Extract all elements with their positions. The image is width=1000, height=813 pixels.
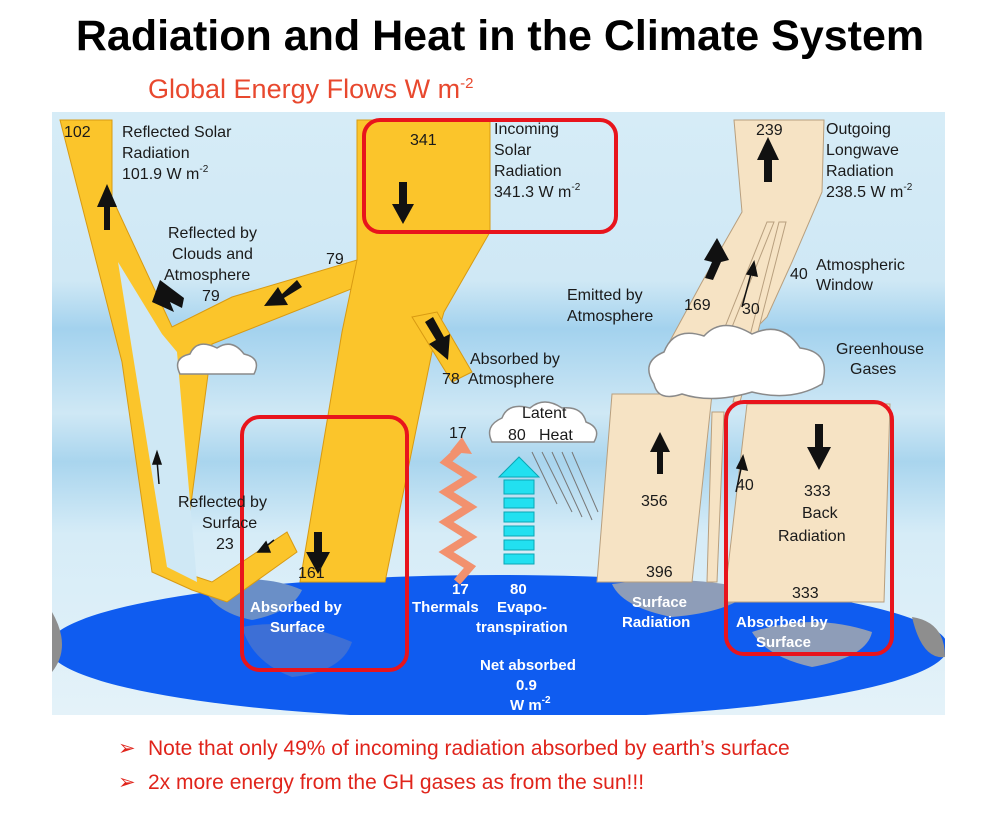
net-absorbed-label: Net absorbed <box>480 657 576 674</box>
reflected-surface-label: Surface <box>202 515 257 532</box>
ghg-label: Gases <box>850 361 896 378</box>
absorbed-surface-b-label: Absorbed by <box>736 614 828 631</box>
thermals-top-value: 17 <box>449 425 467 442</box>
down-arrow-icon <box>425 317 450 360</box>
emitted-clouds-value: 30 <box>742 301 760 318</box>
down-arrow-icon <box>306 532 330 574</box>
surface-up-value: 356 <box>641 493 668 510</box>
slide-title: Radiation and Heat in the Climate System <box>75 12 925 60</box>
atm-window-label: Window <box>816 277 873 294</box>
ghg-label: Greenhouse <box>836 341 924 358</box>
clouds-arrow-value: 79 <box>326 251 344 268</box>
left-arrow-icon <box>264 280 302 306</box>
reflected-solar-label: Reflected Solar <box>122 124 232 141</box>
bullet-arrow-icon: ➢ <box>118 771 136 794</box>
down-arrow-icon <box>807 424 831 470</box>
reflected-clouds-value: 79 <box>202 288 220 305</box>
highlight-incoming <box>362 118 618 234</box>
up-arrow-icon <box>735 453 749 471</box>
outgoing-label: 238.5 W m-2 <box>826 182 913 201</box>
up-arrow-icon <box>450 437 472 454</box>
emitted-label: Emitted by <box>567 287 643 304</box>
evapo-value: 80 <box>510 581 527 598</box>
left-arrow-icon <box>152 280 184 312</box>
surface-rad-value: 396 <box>646 564 673 581</box>
outgoing-label: Outgoing <box>826 121 891 138</box>
emitted-label: Atmosphere <box>567 308 653 325</box>
diagram-title: Global Energy Flows W m-2 <box>148 74 474 104</box>
energy-flow-diagram: 102 Reflected Solar Radiation 101.9 W m-… <box>52 112 945 715</box>
notes-list: ➢ Note that only 49% of incoming radiatio… <box>118 732 790 800</box>
incoming-label: 341.3 W m-2 <box>494 182 581 201</box>
window-arrow <box>741 269 753 308</box>
net-absorbed-value: 0.9 <box>516 677 537 694</box>
incoming-value: 341 <box>410 132 437 149</box>
surface-radiation-label: Surface <box>632 594 687 611</box>
thermals-label: Thermals <box>412 599 479 616</box>
reflected-clouds-label: Clouds and <box>172 246 253 263</box>
window-low-value: 40 <box>736 477 754 494</box>
thermals-zigzag <box>438 444 478 585</box>
absorbed-surface-label: Absorbed by <box>250 599 342 616</box>
up-arrow-icon <box>97 184 117 230</box>
up-arrow-icon <box>745 259 758 277</box>
surface-radiation-label: Radiation <box>622 614 690 631</box>
up-arrow-icon <box>757 137 779 182</box>
thermals-value: 17 <box>452 581 469 598</box>
rain-icon <box>531 451 599 521</box>
cloud-icon <box>648 324 826 400</box>
net-absorbed-unit: W m-2 <box>510 695 551 714</box>
emitted-value: 169 <box>684 297 711 314</box>
outgoing-value: 239 <box>756 122 783 139</box>
back-label: Radiation <box>778 528 846 545</box>
reflected-solar-label: 101.9 W m-2 <box>122 164 209 183</box>
absorbed-atm-value: 78 <box>442 371 460 388</box>
evapo-label: transpiration <box>476 619 568 636</box>
latent-label: Heat <box>539 427 573 444</box>
reflected-surface-value: 23 <box>216 536 234 553</box>
bullet-arrow-icon: ➢ <box>118 737 136 760</box>
left-arrow-icon <box>256 540 272 553</box>
absorbed-atm-label: Absorbed by <box>470 351 560 368</box>
reflected-clouds-label: Reflected by <box>168 225 257 242</box>
atm-window-value: 40 <box>790 266 808 283</box>
latent-label: Latent <box>522 405 567 422</box>
outgoing-label: Longwave <box>826 142 899 159</box>
highlight-absorbed-surface <box>240 415 409 672</box>
back-value: 333 <box>804 483 831 500</box>
cloud-icon <box>176 343 258 375</box>
outgoing-label: Radiation <box>826 163 894 180</box>
highlight-back-radiation <box>724 400 894 656</box>
up-arrow-icon <box>704 238 729 280</box>
down-arrow-icon <box>392 182 414 224</box>
reflected-solar-value: 102 <box>64 124 91 141</box>
latent-value: 80 <box>508 427 526 444</box>
reflected-solar-label: Radiation <box>122 145 190 162</box>
incoming-label: Incoming <box>494 121 559 138</box>
absorbed-surface-value: 161 <box>298 565 325 582</box>
up-arrow-icon <box>650 432 670 474</box>
back-absorbed-value: 333 <box>792 585 819 602</box>
atm-window-label: Atmospheric <box>816 257 905 274</box>
note-item: ➢ 2x more energy from the GH gases as fro… <box>118 766 790 800</box>
absorbed-surface-b-label: Surface <box>756 634 811 651</box>
up-arrow-icon <box>151 449 163 465</box>
incoming-label: Radiation <box>494 163 562 180</box>
reflected-solar-band <box>59 119 365 603</box>
incoming-label: Solar <box>494 142 532 159</box>
note-item: ➢ Note that only 49% of incoming radiatio… <box>118 732 790 766</box>
cloud-icon <box>488 401 598 443</box>
reflected-clouds-label: Atmosphere <box>164 267 250 284</box>
absorbed-atm-label: Atmosphere <box>468 371 554 388</box>
evapo-label: Evapo- <box>497 599 547 616</box>
evapo-stack <box>497 456 541 565</box>
absorbed-surface-label: Surface <box>270 619 325 636</box>
back-label: Back <box>802 505 839 522</box>
reflected-surface-label: Reflected by <box>178 494 267 511</box>
